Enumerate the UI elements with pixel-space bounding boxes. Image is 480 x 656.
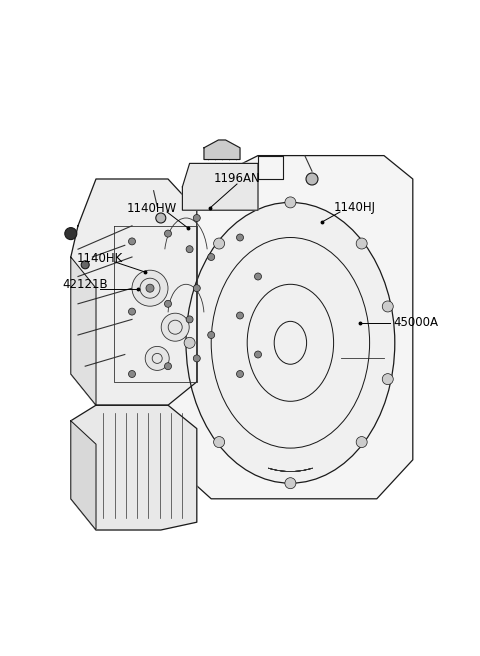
Circle shape [356, 238, 367, 249]
Text: 1140HJ: 1140HJ [334, 201, 376, 215]
Circle shape [184, 337, 195, 348]
Circle shape [186, 246, 193, 253]
Circle shape [165, 300, 171, 307]
Circle shape [145, 346, 169, 371]
Circle shape [214, 437, 225, 447]
Circle shape [208, 331, 215, 338]
Circle shape [129, 308, 135, 315]
Text: 45000A: 45000A [393, 316, 438, 329]
Circle shape [129, 371, 135, 377]
Circle shape [237, 371, 243, 377]
Polygon shape [71, 420, 96, 530]
Polygon shape [168, 155, 413, 499]
Circle shape [193, 285, 200, 292]
Circle shape [356, 437, 367, 447]
Circle shape [186, 316, 193, 323]
Circle shape [306, 173, 318, 185]
Circle shape [193, 355, 200, 362]
Ellipse shape [186, 203, 395, 483]
Circle shape [254, 351, 262, 358]
Circle shape [237, 234, 243, 241]
Circle shape [382, 301, 393, 312]
Circle shape [193, 215, 200, 222]
Circle shape [81, 261, 89, 269]
Circle shape [254, 273, 262, 280]
Circle shape [208, 253, 215, 260]
Text: 1140HK: 1140HK [77, 251, 123, 264]
Circle shape [161, 313, 189, 341]
Polygon shape [71, 257, 96, 405]
Circle shape [156, 213, 166, 223]
Text: 1196AN: 1196AN [214, 171, 260, 184]
Circle shape [129, 238, 135, 245]
Text: 42121B: 42121B [62, 279, 108, 291]
Circle shape [146, 284, 154, 292]
Circle shape [65, 228, 77, 239]
Circle shape [165, 363, 171, 370]
Polygon shape [204, 140, 240, 159]
Polygon shape [182, 163, 258, 210]
Circle shape [132, 270, 168, 306]
Polygon shape [71, 405, 197, 530]
Text: 1140HW: 1140HW [127, 201, 177, 215]
Circle shape [165, 230, 171, 237]
Circle shape [285, 478, 296, 489]
Circle shape [382, 374, 393, 384]
Circle shape [237, 312, 243, 319]
Polygon shape [71, 179, 197, 405]
Circle shape [214, 238, 225, 249]
Circle shape [285, 197, 296, 208]
